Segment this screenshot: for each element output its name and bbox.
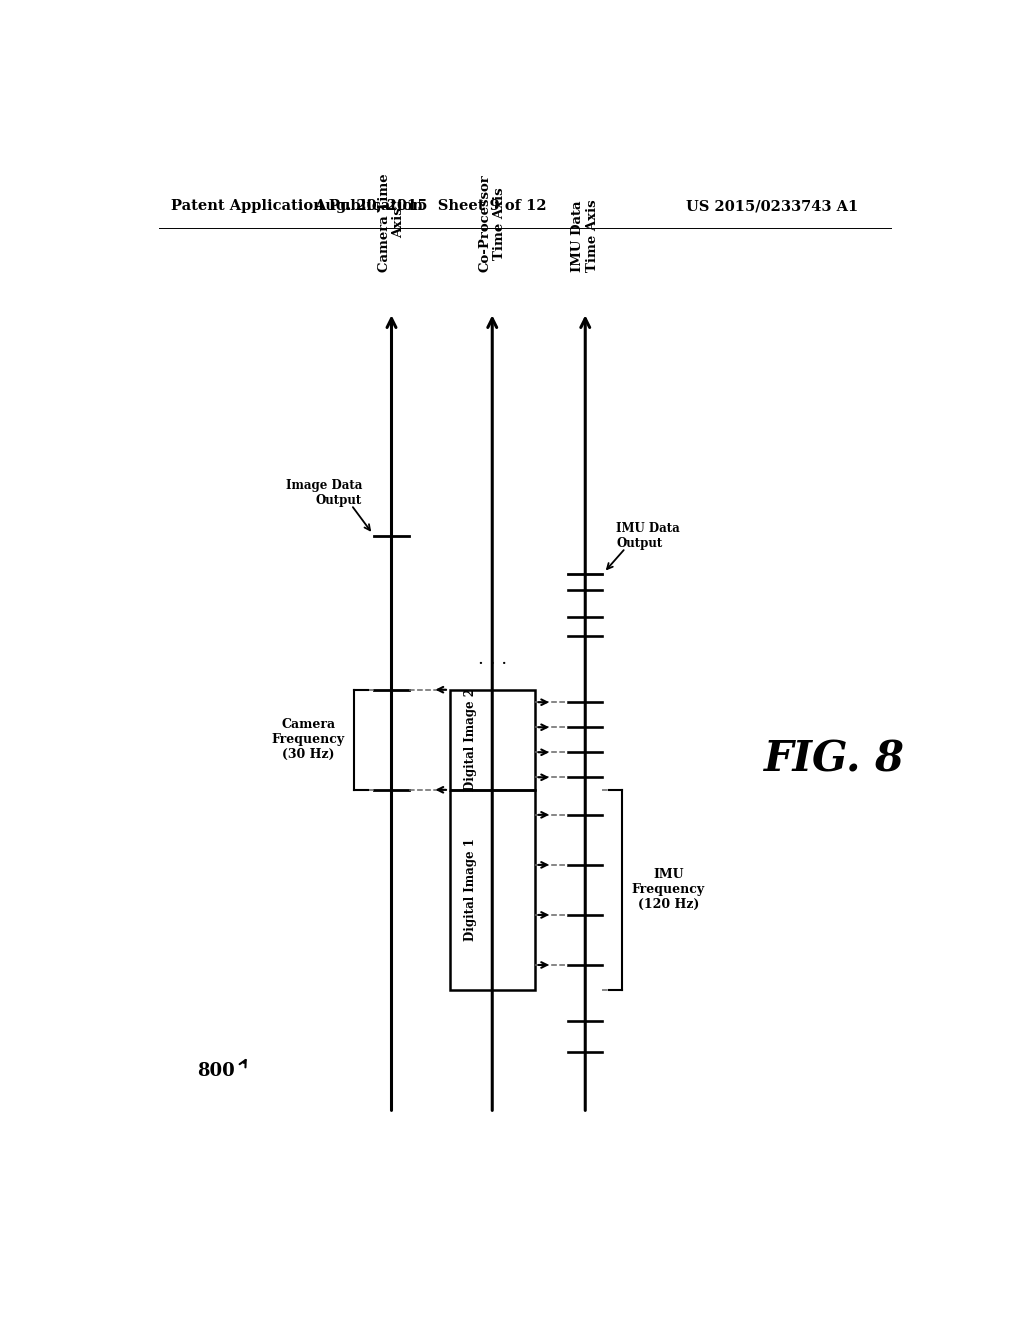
- Text: Digital Image 2: Digital Image 2: [465, 688, 477, 791]
- Text: Digital Image 1: Digital Image 1: [465, 838, 477, 941]
- Text: US 2015/0233743 A1: US 2015/0233743 A1: [686, 199, 858, 213]
- Text: 800: 800: [198, 1061, 234, 1080]
- Text: Patent Application Publication: Patent Application Publication: [171, 199, 423, 213]
- Text: Aug. 20, 2015  Sheet 9 of 12: Aug. 20, 2015 Sheet 9 of 12: [314, 199, 547, 213]
- Text: Camera Time
Axis: Camera Time Axis: [378, 174, 406, 272]
- Text: . . .: . . .: [477, 649, 507, 668]
- Text: Co-Processor
Time Axis: Co-Processor Time Axis: [478, 174, 506, 272]
- Bar: [450, 689, 535, 789]
- Bar: [450, 789, 535, 990]
- Text: Image Data
Output: Image Data Output: [286, 479, 362, 507]
- Text: FIG. 8: FIG. 8: [764, 738, 904, 780]
- Text: IMU
Frequency
(120 Hz): IMU Frequency (120 Hz): [632, 869, 705, 911]
- Text: Camera
Frequency
(30 Hz): Camera Frequency (30 Hz): [272, 718, 345, 762]
- Text: IMU Data
Time Axis: IMU Data Time Axis: [571, 199, 599, 272]
- Text: IMU Data
Output: IMU Data Output: [616, 521, 680, 549]
